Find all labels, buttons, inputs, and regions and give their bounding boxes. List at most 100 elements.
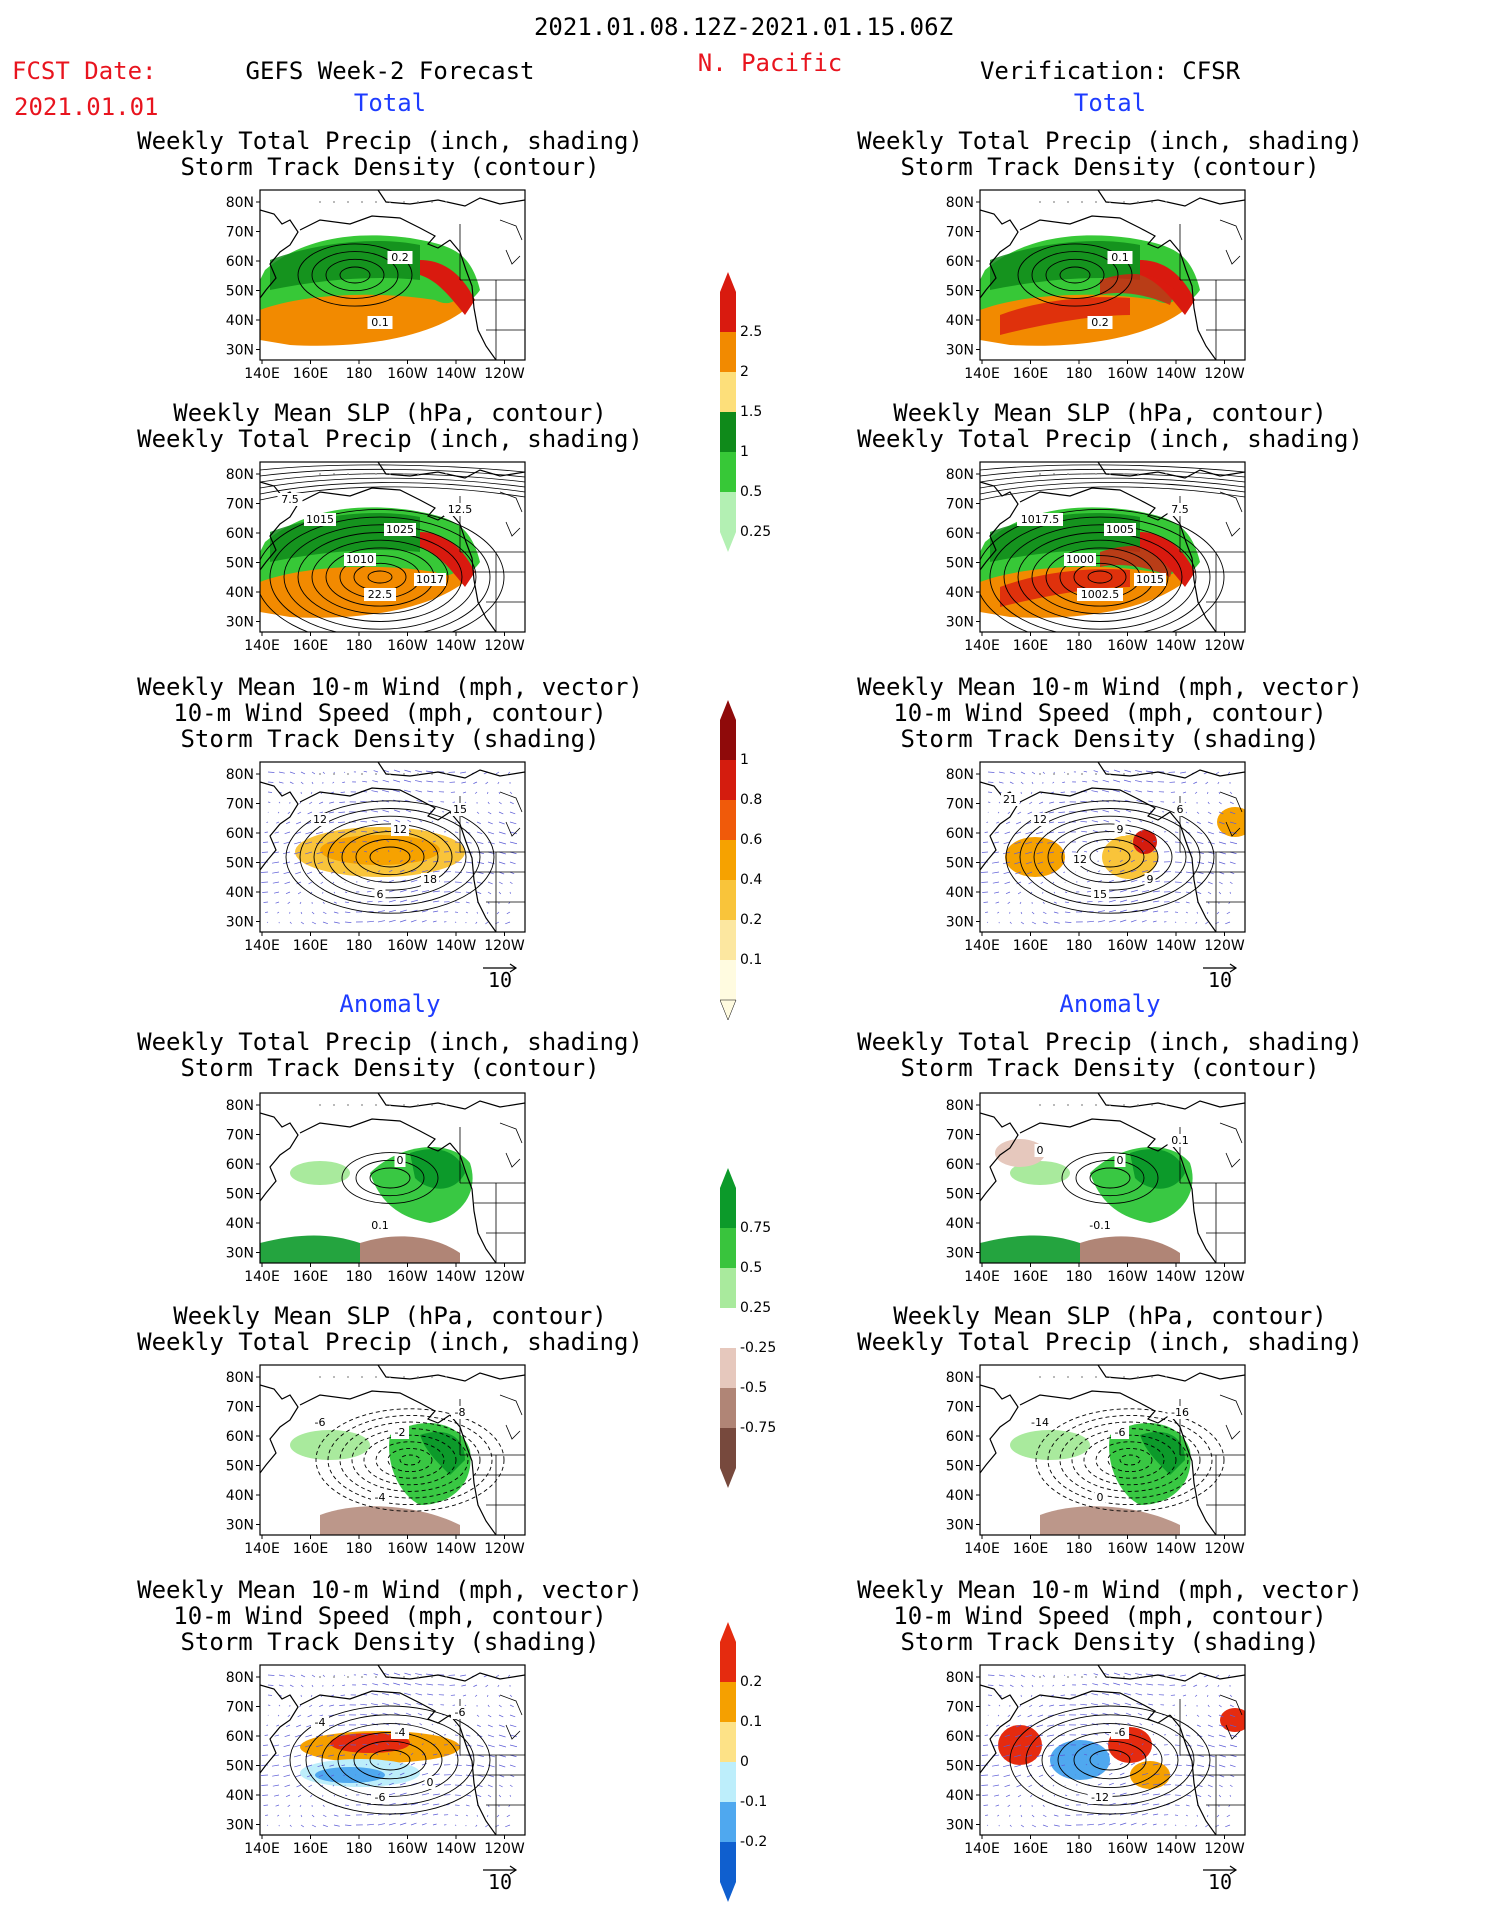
lon-tick-label: 140W <box>1156 1841 1197 1857</box>
lat-tick-label: 30N <box>946 615 974 631</box>
lat-tick-label: 40N <box>226 1788 254 1804</box>
map-svg: 80N 70N 60N 50N 40N 30N 140E 160E 180 160W 140W 120… <box>226 189 526 382</box>
arctic-dots <box>319 773 447 775</box>
field-shading <box>260 1093 525 1263</box>
lon-tick-label: 160W <box>1107 1269 1148 1285</box>
plot-frame <box>979 1092 1246 1264</box>
lat-tick-label: 70N <box>226 797 254 813</box>
contour-label: 12 <box>1031 813 1049 826</box>
arctic-dots <box>319 473 447 475</box>
field-shading <box>980 462 1245 632</box>
svg-text:-6: -6 <box>1115 1426 1126 1439</box>
lon-tick-label: 140E <box>964 1269 1000 1285</box>
lon-tick-label: 160E <box>293 938 329 954</box>
arctic-dots <box>319 1376 447 1378</box>
lon-tick-label: 160W <box>387 938 428 954</box>
lon-tick-label: 140E <box>244 938 280 954</box>
lon-tick-label: 160E <box>293 1841 329 1857</box>
lat-tick-label: 70N <box>226 225 254 241</box>
lat-tick-label: 30N <box>226 615 254 631</box>
plot-area: 80N 70N 60N 50N 40N 30N 140E 160E 180 160W 140W 120… <box>226 461 526 654</box>
colorbar-segment <box>720 720 736 760</box>
lon-tick-label: 140W <box>436 1541 477 1557</box>
svg-text:1010: 1010 <box>346 553 374 566</box>
precip-red-core <box>1100 274 1175 305</box>
colorbar-label: 1 <box>740 444 749 460</box>
arctic-dots <box>1039 1376 1167 1378</box>
contour-label: 0.2 <box>387 251 413 264</box>
map-panel-r-anom_wind: 80N 70N 60N 50N 40N 30N 140E 160E 180 160W 140W 120… <box>930 1660 1255 1865</box>
lat-tick-label: 50N <box>226 284 254 300</box>
lat-tick-label: 30N <box>946 1246 974 1262</box>
lat-tick-label: 80N <box>226 767 254 783</box>
fcst-date-value: 2021.01.01 <box>14 93 159 121</box>
lon-tick-label: 180 <box>346 638 373 654</box>
svg-text:1025: 1025 <box>386 523 414 536</box>
colorbar-label: -0.25 <box>740 1340 776 1356</box>
title-r3b: 10-m Wind Speed (mph, contour) <box>893 699 1327 727</box>
lon-tick-label: 140W <box>1156 938 1197 954</box>
plot-frame <box>259 1364 526 1536</box>
ref-arrow-head <box>509 963 518 973</box>
lat-tick-label: 30N <box>226 1518 254 1534</box>
lat-tick-label: 30N <box>946 1518 974 1534</box>
plot-area: 80N 70N 60N 50N 40N 30N 140E 160E 180 160W 140W 120… <box>946 1092 1246 1285</box>
lat-tick-label: 60N <box>226 254 254 270</box>
colorbar-label: -0.1 <box>740 1794 767 1810</box>
storm-density-contours <box>1061 1152 1159 1204</box>
anomaly-brown <box>360 1236 460 1263</box>
lon-tick-label: 160E <box>1013 1841 1049 1857</box>
lon-tick-label: 180 <box>1066 366 1093 382</box>
anomaly-green-sw <box>980 1235 1080 1263</box>
lat-tick-label: 40N <box>226 885 254 901</box>
title-r4b: Storm Track Density (contour) <box>900 1054 1320 1082</box>
plot-frame <box>979 761 1246 933</box>
svg-text:1002.5: 1002.5 <box>1081 588 1120 601</box>
colorbar-segment <box>720 452 736 492</box>
lon-tick-label: 120W <box>1204 1841 1245 1857</box>
lon-tick-label: 120W <box>1204 366 1245 382</box>
lon-tick-label: 140W <box>1156 638 1197 654</box>
svg-text:0.1: 0.1 <box>1111 251 1129 264</box>
right-column-title: Verification: CFSR <box>979 57 1241 85</box>
lon-tick-label: 140E <box>964 1841 1000 1857</box>
precip-red <box>420 260 475 315</box>
colorbar-label: 0.2 <box>740 1674 762 1690</box>
lon-tick-label: 140E <box>244 366 280 382</box>
anomaly-tan <box>995 1139 1045 1167</box>
contour-label: 1017.5 <box>1017 513 1063 526</box>
contour-label: 6 <box>1174 803 1186 816</box>
colorbar-total-storm-density: 1 0.8 0.6 0.4 0.2 0.1 <box>719 700 800 1021</box>
lon-tick-label: 180 <box>346 1841 373 1857</box>
colorbar-total-storm-density-svg: 1 0.8 0.6 0.4 0.2 0.1 <box>719 700 762 1021</box>
colorbar-label: 1.5 <box>740 404 762 420</box>
map-panel-r-anom_slp: 80N 70N 60N 50N 40N 30N 140E 160E 180 160W 140W 120… <box>930 1360 1255 1565</box>
lat-tick-label: 70N <box>226 1700 254 1716</box>
colorbar-top-cap <box>720 272 736 292</box>
lat-tick-label: 40N <box>226 1488 254 1504</box>
lat-tick-label: 80N <box>946 467 974 483</box>
svg-text:1017.5: 1017.5 <box>1021 513 1060 526</box>
right-total-header: Total <box>1073 89 1147 117</box>
lat-tick-label: 40N <box>946 885 974 901</box>
lat-tick-label: 70N <box>946 1700 974 1716</box>
lat-tick-label: 80N <box>946 1098 974 1114</box>
contour-label: -12 <box>1087 1791 1113 1804</box>
wind-vectors <box>980 1672 1238 1828</box>
svg-text:9: 9 <box>1117 823 1124 836</box>
lon-tick-label: 140E <box>244 1841 280 1857</box>
left-total-header: Total <box>353 89 427 117</box>
map-svg: 80N 70N 60N 50N 40N 30N 140E 160E 180 160W 140W 120… <box>946 189 1246 382</box>
lon-tick-label: 140W <box>436 1841 477 1857</box>
lon-tick-label: 180 <box>1066 1269 1093 1285</box>
contour-label: 12.5 <box>444 503 476 516</box>
arctic-dots <box>319 1676 447 1678</box>
plot-area: 80N 70N 60N 50N 40N 30N 140E 160E 180 160W 140W 120… <box>226 1664 526 1857</box>
colorbar-label: 0.5 <box>740 1260 762 1276</box>
svg-text:9: 9 <box>1147 873 1154 886</box>
anomaly-pale-green <box>290 1430 370 1460</box>
svg-text:0: 0 <box>397 1154 404 1167</box>
contour-label: 0 <box>1094 1491 1106 1504</box>
ref-arrow-label: 10 <box>488 1870 512 1892</box>
anomaly-pale-green <box>1010 1430 1090 1460</box>
